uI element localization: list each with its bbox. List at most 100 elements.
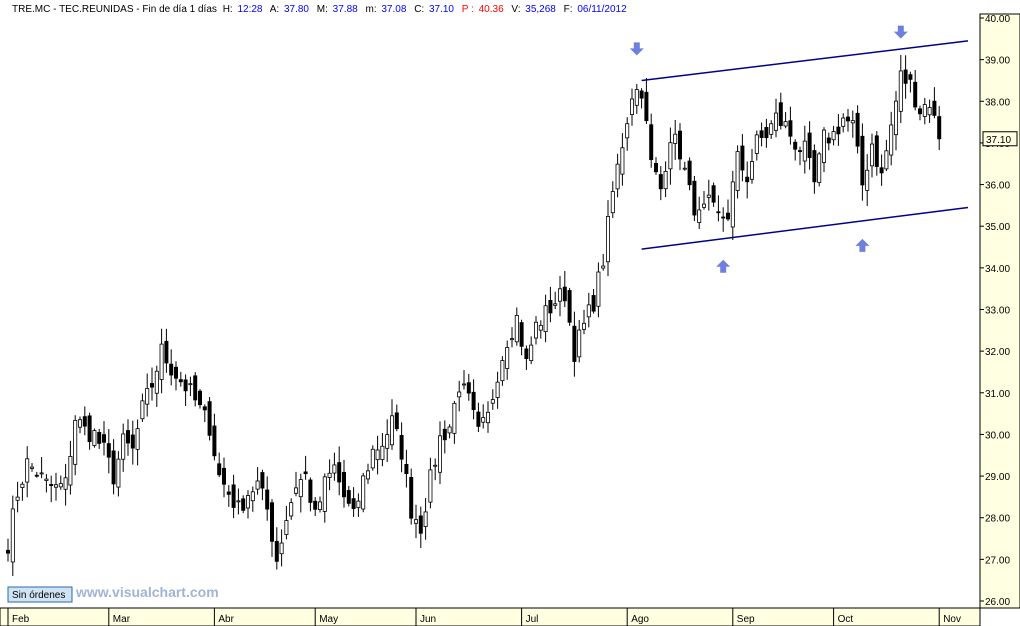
candle-body bbox=[591, 295, 596, 312]
candle-body bbox=[529, 344, 534, 362]
candle-body bbox=[29, 466, 34, 469]
y-tick-label: 36.00 bbox=[985, 181, 1010, 192]
candle-body bbox=[255, 480, 260, 490]
candle-body bbox=[39, 472, 44, 475]
candle-body bbox=[236, 500, 241, 503]
candle-body bbox=[927, 107, 932, 116]
last-price-label: 37.10 bbox=[986, 135, 1011, 146]
candle-body bbox=[524, 348, 529, 360]
candle-body bbox=[716, 211, 721, 214]
candle-body bbox=[63, 477, 68, 490]
header-m-label: M: bbox=[317, 4, 328, 15]
candle-body bbox=[495, 381, 500, 398]
header-c-label: C: bbox=[414, 4, 424, 15]
channel-lower-line bbox=[641, 206, 969, 250]
candle-body bbox=[764, 127, 769, 139]
trend-channel bbox=[641, 40, 969, 250]
candle-body bbox=[639, 90, 644, 99]
candle-body bbox=[389, 415, 394, 446]
candle-body bbox=[245, 495, 250, 509]
candle-body bbox=[807, 132, 812, 159]
candle-body bbox=[485, 411, 490, 424]
candle-body bbox=[269, 502, 274, 542]
candle-body bbox=[596, 271, 601, 307]
candle-body bbox=[193, 375, 198, 401]
candle-body bbox=[164, 340, 169, 364]
candle-body bbox=[822, 129, 827, 163]
header-f-label: F: bbox=[564, 4, 573, 15]
candle-body bbox=[745, 176, 750, 183]
candle-body bbox=[846, 116, 851, 122]
candle-body bbox=[706, 194, 711, 198]
candle-body bbox=[668, 142, 673, 170]
candle-body bbox=[702, 203, 707, 208]
candle-body bbox=[447, 426, 452, 434]
orders-badge[interactable] bbox=[7, 586, 73, 603]
candle-body bbox=[58, 483, 63, 488]
candle-body bbox=[879, 167, 884, 174]
candle-body bbox=[817, 153, 822, 183]
header-c-value: 37.10 bbox=[429, 4, 454, 15]
candle-body bbox=[73, 419, 78, 465]
candle-body bbox=[802, 140, 807, 162]
channel-upper-line bbox=[641, 40, 969, 82]
candle-body bbox=[154, 370, 159, 394]
candle-body bbox=[894, 100, 899, 136]
candle-body bbox=[313, 500, 318, 510]
candle-body bbox=[721, 216, 726, 219]
candle-body bbox=[298, 479, 303, 498]
candle-body bbox=[111, 450, 116, 485]
candle-body bbox=[678, 130, 683, 160]
candle-body bbox=[476, 411, 481, 427]
candle-body bbox=[466, 382, 471, 394]
candle-body bbox=[836, 126, 841, 135]
header-min-label: m: bbox=[365, 4, 376, 15]
candle-body bbox=[884, 150, 889, 170]
candle-body bbox=[606, 216, 611, 263]
candle-body bbox=[87, 415, 92, 443]
candle-body bbox=[418, 515, 423, 534]
candle-body bbox=[673, 133, 678, 144]
candle-body bbox=[649, 124, 654, 160]
candle-body bbox=[332, 464, 337, 474]
candle-body bbox=[586, 304, 591, 318]
candle-body bbox=[937, 116, 942, 140]
candle-body bbox=[102, 434, 107, 443]
candle-body bbox=[197, 390, 202, 406]
candle-body bbox=[260, 472, 265, 489]
y-tick-label: 34.00 bbox=[985, 264, 1010, 275]
y-tick-label: 29.00 bbox=[985, 472, 1010, 483]
candle-body bbox=[754, 134, 759, 154]
y-tick-label: 33.00 bbox=[985, 306, 1010, 317]
header-a-label: A: bbox=[270, 4, 279, 15]
chart-header: TRE.MC - TEC.REUNIDAS - Fin de día 1 día… bbox=[12, 4, 627, 15]
candle-body bbox=[183, 379, 188, 392]
candle-body bbox=[903, 69, 908, 84]
candle-body bbox=[433, 464, 438, 467]
last-price-box bbox=[982, 131, 1018, 147]
candle-body bbox=[610, 191, 615, 214]
candle-body bbox=[855, 112, 860, 147]
header-m-value: 37.88 bbox=[333, 4, 358, 15]
candle-body bbox=[625, 123, 630, 139]
candle-body bbox=[317, 501, 322, 511]
header-f-value: 06/11/2012 bbox=[577, 4, 627, 15]
candle-body bbox=[514, 314, 519, 343]
x-axis-panel bbox=[0, 607, 981, 626]
candle-body bbox=[841, 117, 846, 127]
y-tick-label: 35.00 bbox=[985, 222, 1010, 233]
candle-body bbox=[135, 428, 140, 450]
candle-body bbox=[303, 471, 308, 475]
candle-body bbox=[149, 383, 154, 388]
candle-body bbox=[750, 161, 755, 180]
header-min-value: 37.08 bbox=[381, 4, 406, 15]
candle-body bbox=[351, 498, 356, 509]
candle-body bbox=[865, 169, 870, 191]
candle-body bbox=[308, 479, 313, 503]
candle-body bbox=[481, 417, 486, 423]
candle-body bbox=[692, 180, 697, 216]
y-tick-label: 30.00 bbox=[985, 430, 1010, 441]
down-arrow-icon bbox=[893, 25, 908, 39]
candle-body bbox=[25, 458, 30, 483]
header-symbol: TRE.MC bbox=[12, 4, 50, 15]
